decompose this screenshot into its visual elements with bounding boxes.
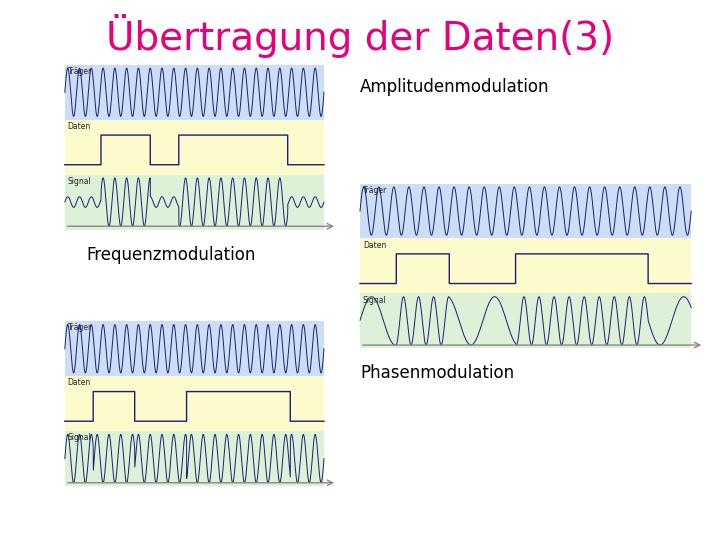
Bar xyxy=(65,431,324,486)
Text: Träger: Träger xyxy=(68,323,92,333)
Text: Signal: Signal xyxy=(68,433,91,442)
Bar xyxy=(65,174,324,230)
Text: Übertragung der Daten(3): Übertragung der Daten(3) xyxy=(106,14,614,57)
Bar xyxy=(65,376,324,431)
Text: Daten: Daten xyxy=(363,241,386,249)
Text: Daten: Daten xyxy=(68,122,91,131)
Bar xyxy=(360,184,691,239)
Bar xyxy=(360,293,691,348)
Text: Signal: Signal xyxy=(68,177,91,186)
Bar xyxy=(360,239,691,293)
Text: Amplitudenmodulation: Amplitudenmodulation xyxy=(360,78,549,96)
Text: Daten: Daten xyxy=(68,379,91,387)
Text: Frequenzmodulation: Frequenzmodulation xyxy=(86,246,256,264)
Bar xyxy=(65,321,324,376)
Text: Träger: Träger xyxy=(363,186,387,195)
Bar xyxy=(65,120,324,174)
Text: Phasenmodulation: Phasenmodulation xyxy=(360,364,514,382)
Bar xyxy=(65,65,324,120)
Text: Signal: Signal xyxy=(363,295,387,305)
Text: Träger: Träger xyxy=(68,67,92,76)
